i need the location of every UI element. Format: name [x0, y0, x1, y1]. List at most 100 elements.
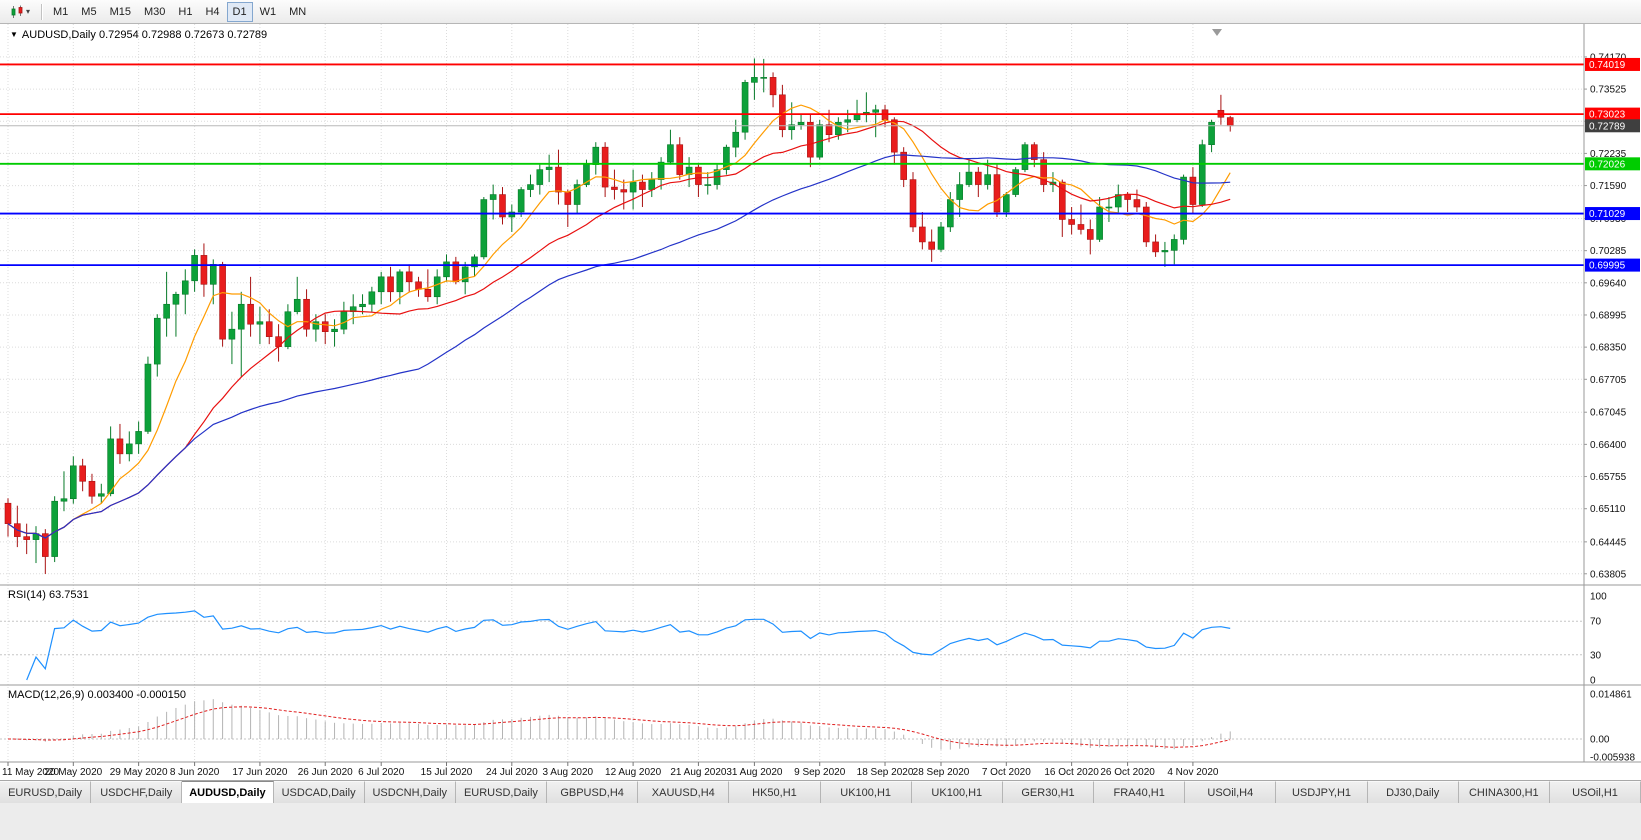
toolbar-separator — [41, 3, 43, 20]
chart-tab-audusd-daily[interactable]: AUDUSD,Daily — [182, 781, 274, 803]
chart-tab-hk50-h1[interactable]: HK50,H1 — [729, 781, 821, 803]
chart-tab-usoil-h1[interactable]: USOil,H1 — [1549, 781, 1641, 803]
svg-text:0.67705: 0.67705 — [1590, 375, 1627, 386]
timeframe-button-m1[interactable]: M1 — [53, 5, 69, 18]
svg-text:6 Jul 2020: 6 Jul 2020 — [358, 767, 405, 778]
svg-text:18 Sep 2020: 18 Sep 2020 — [857, 767, 914, 778]
svg-text:0.68350: 0.68350 — [1590, 343, 1627, 354]
slow-ma-line — [7, 154, 1231, 539]
dropdown-arrow-icon: ▾ — [26, 7, 31, 16]
medium-ma-line — [7, 120, 1231, 539]
chart-tab-eurusd-daily[interactable]: EURUSD,Daily — [455, 781, 548, 803]
chart-type-button[interactable]: ▾ — [4, 2, 36, 22]
timeframe-button-d1[interactable]: D1 — [226, 1, 253, 22]
svg-text:21 Aug 2020: 21 Aug 2020 — [670, 767, 727, 778]
chart-tab-fra40-h1[interactable]: FRA40,H1 — [1094, 781, 1186, 803]
timeframe-button-m15[interactable]: M15 — [109, 5, 131, 18]
svg-text:0.71029: 0.71029 — [1589, 209, 1626, 220]
chart-tab-ger30-h1[interactable]: GER30,H1 — [1002, 781, 1095, 803]
svg-text:0.63805: 0.63805 — [1590, 569, 1627, 580]
svg-text:0.72789: 0.72789 — [1589, 121, 1626, 132]
svg-text:0.66400: 0.66400 — [1590, 440, 1627, 451]
svg-text:100: 100 — [1590, 592, 1607, 603]
timeframe-toolbar: ▾ M1 M5 M15 M30 H1 H4 D1 W1 MN — [0, 0, 1641, 24]
chart-tab-usoil-h4[interactable]: USOil,H4 — [1185, 781, 1277, 803]
svg-text:15 Jul 2020: 15 Jul 2020 — [421, 767, 473, 778]
rsi-indicator-label: RSI(14) 63.7531 — [8, 589, 89, 601]
timeframe-button-m30[interactable]: M30 — [143, 5, 166, 18]
svg-text:0.69995: 0.69995 — [1589, 261, 1626, 272]
svg-text:26 Oct 2020: 26 Oct 2020 — [1100, 767, 1155, 778]
svg-text:29 May 2020: 29 May 2020 — [110, 767, 168, 778]
chart-title: ▼ AUDUSD,Daily 0.72954 0.72988 0.72673 0.… — [10, 29, 267, 41]
chart-tab-eurusd-daily[interactable]: EURUSD,Daily — [0, 781, 92, 803]
chart-tab-usdcnh-daily[interactable]: USDCNH,Daily — [364, 781, 456, 803]
grid-lines — [0, 24, 1584, 762]
svg-text:0.64445: 0.64445 — [1590, 537, 1627, 548]
price-axis: 0.741700.735250.728800.722350.715900.709… — [1583, 24, 1640, 764]
svg-text:30: 30 — [1590, 650, 1602, 661]
svg-text:16 Oct 2020: 16 Oct 2020 — [1044, 767, 1099, 778]
svg-text:0.73525: 0.73525 — [1590, 85, 1627, 96]
svg-text:0.00: 0.00 — [1590, 735, 1610, 746]
timeframe-button-m5[interactable]: M5 — [81, 5, 97, 18]
timeframe-buttons: M1 M5 M15 M30 H1 H4 D1 W1 MN — [47, 1, 312, 22]
svg-text:0.74170: 0.74170 — [1590, 52, 1627, 63]
chart-tab-uk100-h1[interactable]: UK100,H1 — [911, 781, 1003, 803]
candlestick-chart-icon — [11, 5, 23, 18]
svg-text:24 Jul 2020: 24 Jul 2020 — [486, 767, 538, 778]
svg-text:0.67045: 0.67045 — [1590, 408, 1627, 419]
chart-ohlc-values: 0.72954 0.72988 0.72673 0.72789 — [98, 29, 268, 41]
svg-text:0.74019: 0.74019 — [1589, 60, 1626, 71]
chart-tabs: EURUSD,Daily USDCHF,Daily AUDUSD,Daily USDC… — [0, 781, 1641, 803]
svg-text:0.69640: 0.69640 — [1590, 278, 1627, 289]
chart-tab-dj30-daily[interactable]: DJ30,Daily — [1367, 781, 1459, 803]
svg-text:0: 0 — [1590, 676, 1596, 687]
svg-text:12 Aug 2020: 12 Aug 2020 — [605, 767, 662, 778]
svg-text:26 Jun 2020: 26 Jun 2020 — [298, 767, 353, 778]
chart-tab-uk100-h1[interactable]: UK100,H1 — [820, 781, 912, 803]
svg-text:70: 70 — [1590, 617, 1602, 628]
timeframe-button-h4[interactable]: H4 — [205, 5, 220, 18]
chart-tabs-bar: EURUSD,Daily USDCHF,Daily AUDUSD,Daily USDC… — [0, 780, 1641, 840]
fast-ma-line — [7, 104, 1231, 539]
svg-text:0.68995: 0.68995 — [1590, 310, 1627, 321]
svg-text:8 Jun 2020: 8 Jun 2020 — [170, 767, 220, 778]
svg-text:0.72026: 0.72026 — [1589, 159, 1626, 170]
chart-menu-icon: ▼ — [10, 30, 18, 39]
chart-tab-xauusd-h4[interactable]: XAUUSD,H4 — [638, 781, 730, 803]
chart-shift-marker — [1212, 29, 1222, 36]
macd-layer — [0, 699, 1584, 750]
chart-tab-usdchf-daily[interactable]: USDCHF,Daily — [91, 781, 183, 803]
svg-text:0.72235: 0.72235 — [1590, 149, 1627, 160]
svg-text:9 Sep 2020: 9 Sep 2020 — [794, 767, 846, 778]
svg-text:20 May 2020: 20 May 2020 — [44, 767, 102, 778]
svg-text:7 Oct 2020: 7 Oct 2020 — [982, 767, 1031, 778]
svg-text:17 Jun 2020: 17 Jun 2020 — [232, 767, 287, 778]
chart-tab-usdcad-daily[interactable]: USDCAD,Daily — [273, 781, 365, 803]
chart-symbol-period: AUDUSD,Daily — [21, 29, 96, 41]
macd-indicator-label: MACD(12,26,9) 0.003400 -0.000150 — [8, 689, 186, 701]
chart-tab-gbpusd-h4[interactable]: GBPUSD,H4 — [547, 781, 639, 803]
svg-text:11 May 2020: 11 May 2020 — [2, 767, 60, 778]
svg-text:-0.005938: -0.005938 — [1590, 753, 1635, 764]
svg-text:0.014861: 0.014861 — [1590, 690, 1632, 701]
svg-text:0.65110: 0.65110 — [1590, 504, 1626, 515]
svg-text:0.71590: 0.71590 — [1590, 181, 1627, 192]
chart-tab-usdjpy-h1[interactable]: USDJPY,H1 — [1276, 781, 1368, 803]
svg-text:3 Aug 2020: 3 Aug 2020 — [542, 767, 593, 778]
svg-text:28 Sep 2020: 28 Sep 2020 — [913, 767, 970, 778]
svg-text:4 Nov 2020: 4 Nov 2020 — [1167, 767, 1219, 778]
svg-text:0.73023: 0.73023 — [1589, 110, 1626, 121]
svg-text:31 Aug 2020: 31 Aug 2020 — [726, 767, 783, 778]
horizontal-levels — [0, 63, 1584, 267]
svg-text:0.70285: 0.70285 — [1590, 246, 1627, 257]
chart-tab-china300-h1[interactable]: CHINA300,H1 — [1458, 781, 1550, 803]
timeframe-button-h1[interactable]: H1 — [178, 5, 193, 18]
svg-text:0.65755: 0.65755 — [1590, 472, 1627, 483]
timeframe-button-mn[interactable]: MN — [289, 5, 307, 18]
timeframe-button-w1[interactable]: W1 — [259, 5, 277, 18]
